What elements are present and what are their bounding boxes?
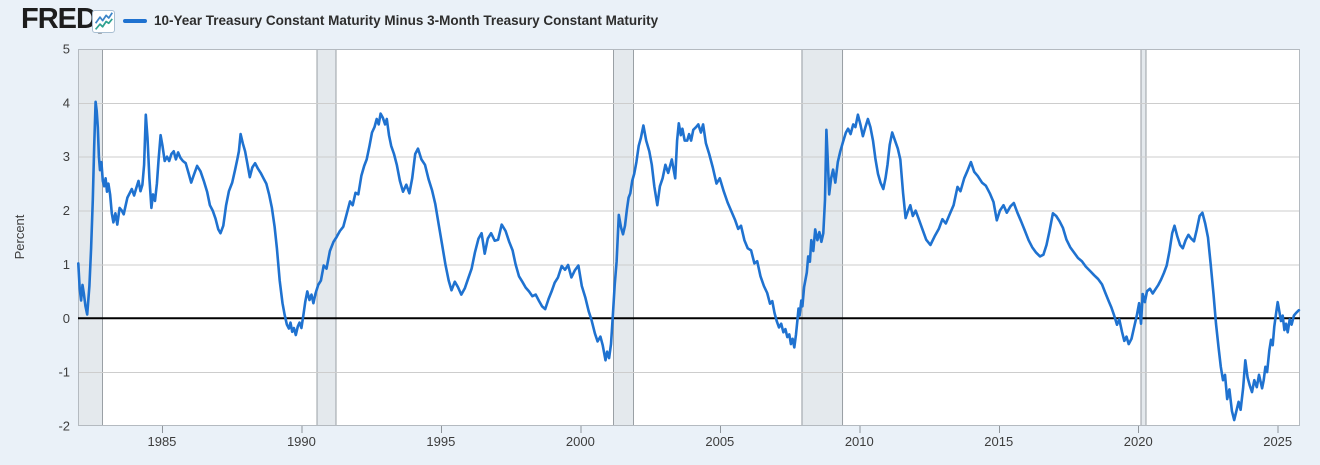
recession-band [1140,49,1147,426]
series-title: 10-Year Treasury Constant Maturity Minus… [154,13,659,28]
x-tick-label: 2025 [1263,434,1292,449]
x-tick-label: 2020 [1124,434,1153,449]
x-tick-label: 1990 [287,434,316,449]
series-line [77,100,1301,422]
x-tick-label: 2015 [984,434,1013,449]
x-tick-label: 2005 [705,434,734,449]
fred-logo-text: FRED [21,3,97,35]
recession-band [612,49,634,426]
y-tick-label: 5 [63,42,70,57]
x-tick-label: 2010 [845,434,874,449]
line-chart-icon[interactable] [92,10,115,33]
y-tick-label: 2 [63,203,70,218]
y-tick-label: -2 [58,419,70,434]
plot-border [78,49,1300,426]
icon-blue-line [94,12,113,24]
y-tick-label: 3 [63,149,70,164]
y-tick-label: 1 [63,257,70,272]
y-tick-label: 0 [63,311,70,326]
legend-line-swatch [123,19,147,23]
icon-teal-line [94,18,113,30]
x-tick-label: 2000 [566,434,595,449]
recession-band [316,49,337,426]
y-tick-label: 4 [63,95,70,110]
x-tick-label: 1985 [147,434,176,449]
y-tick-label: -1 [58,365,70,380]
plot-area[interactable] [78,49,1300,426]
line-chart-icon-glyph [94,12,113,30]
x-tick-label: 1995 [426,434,455,449]
